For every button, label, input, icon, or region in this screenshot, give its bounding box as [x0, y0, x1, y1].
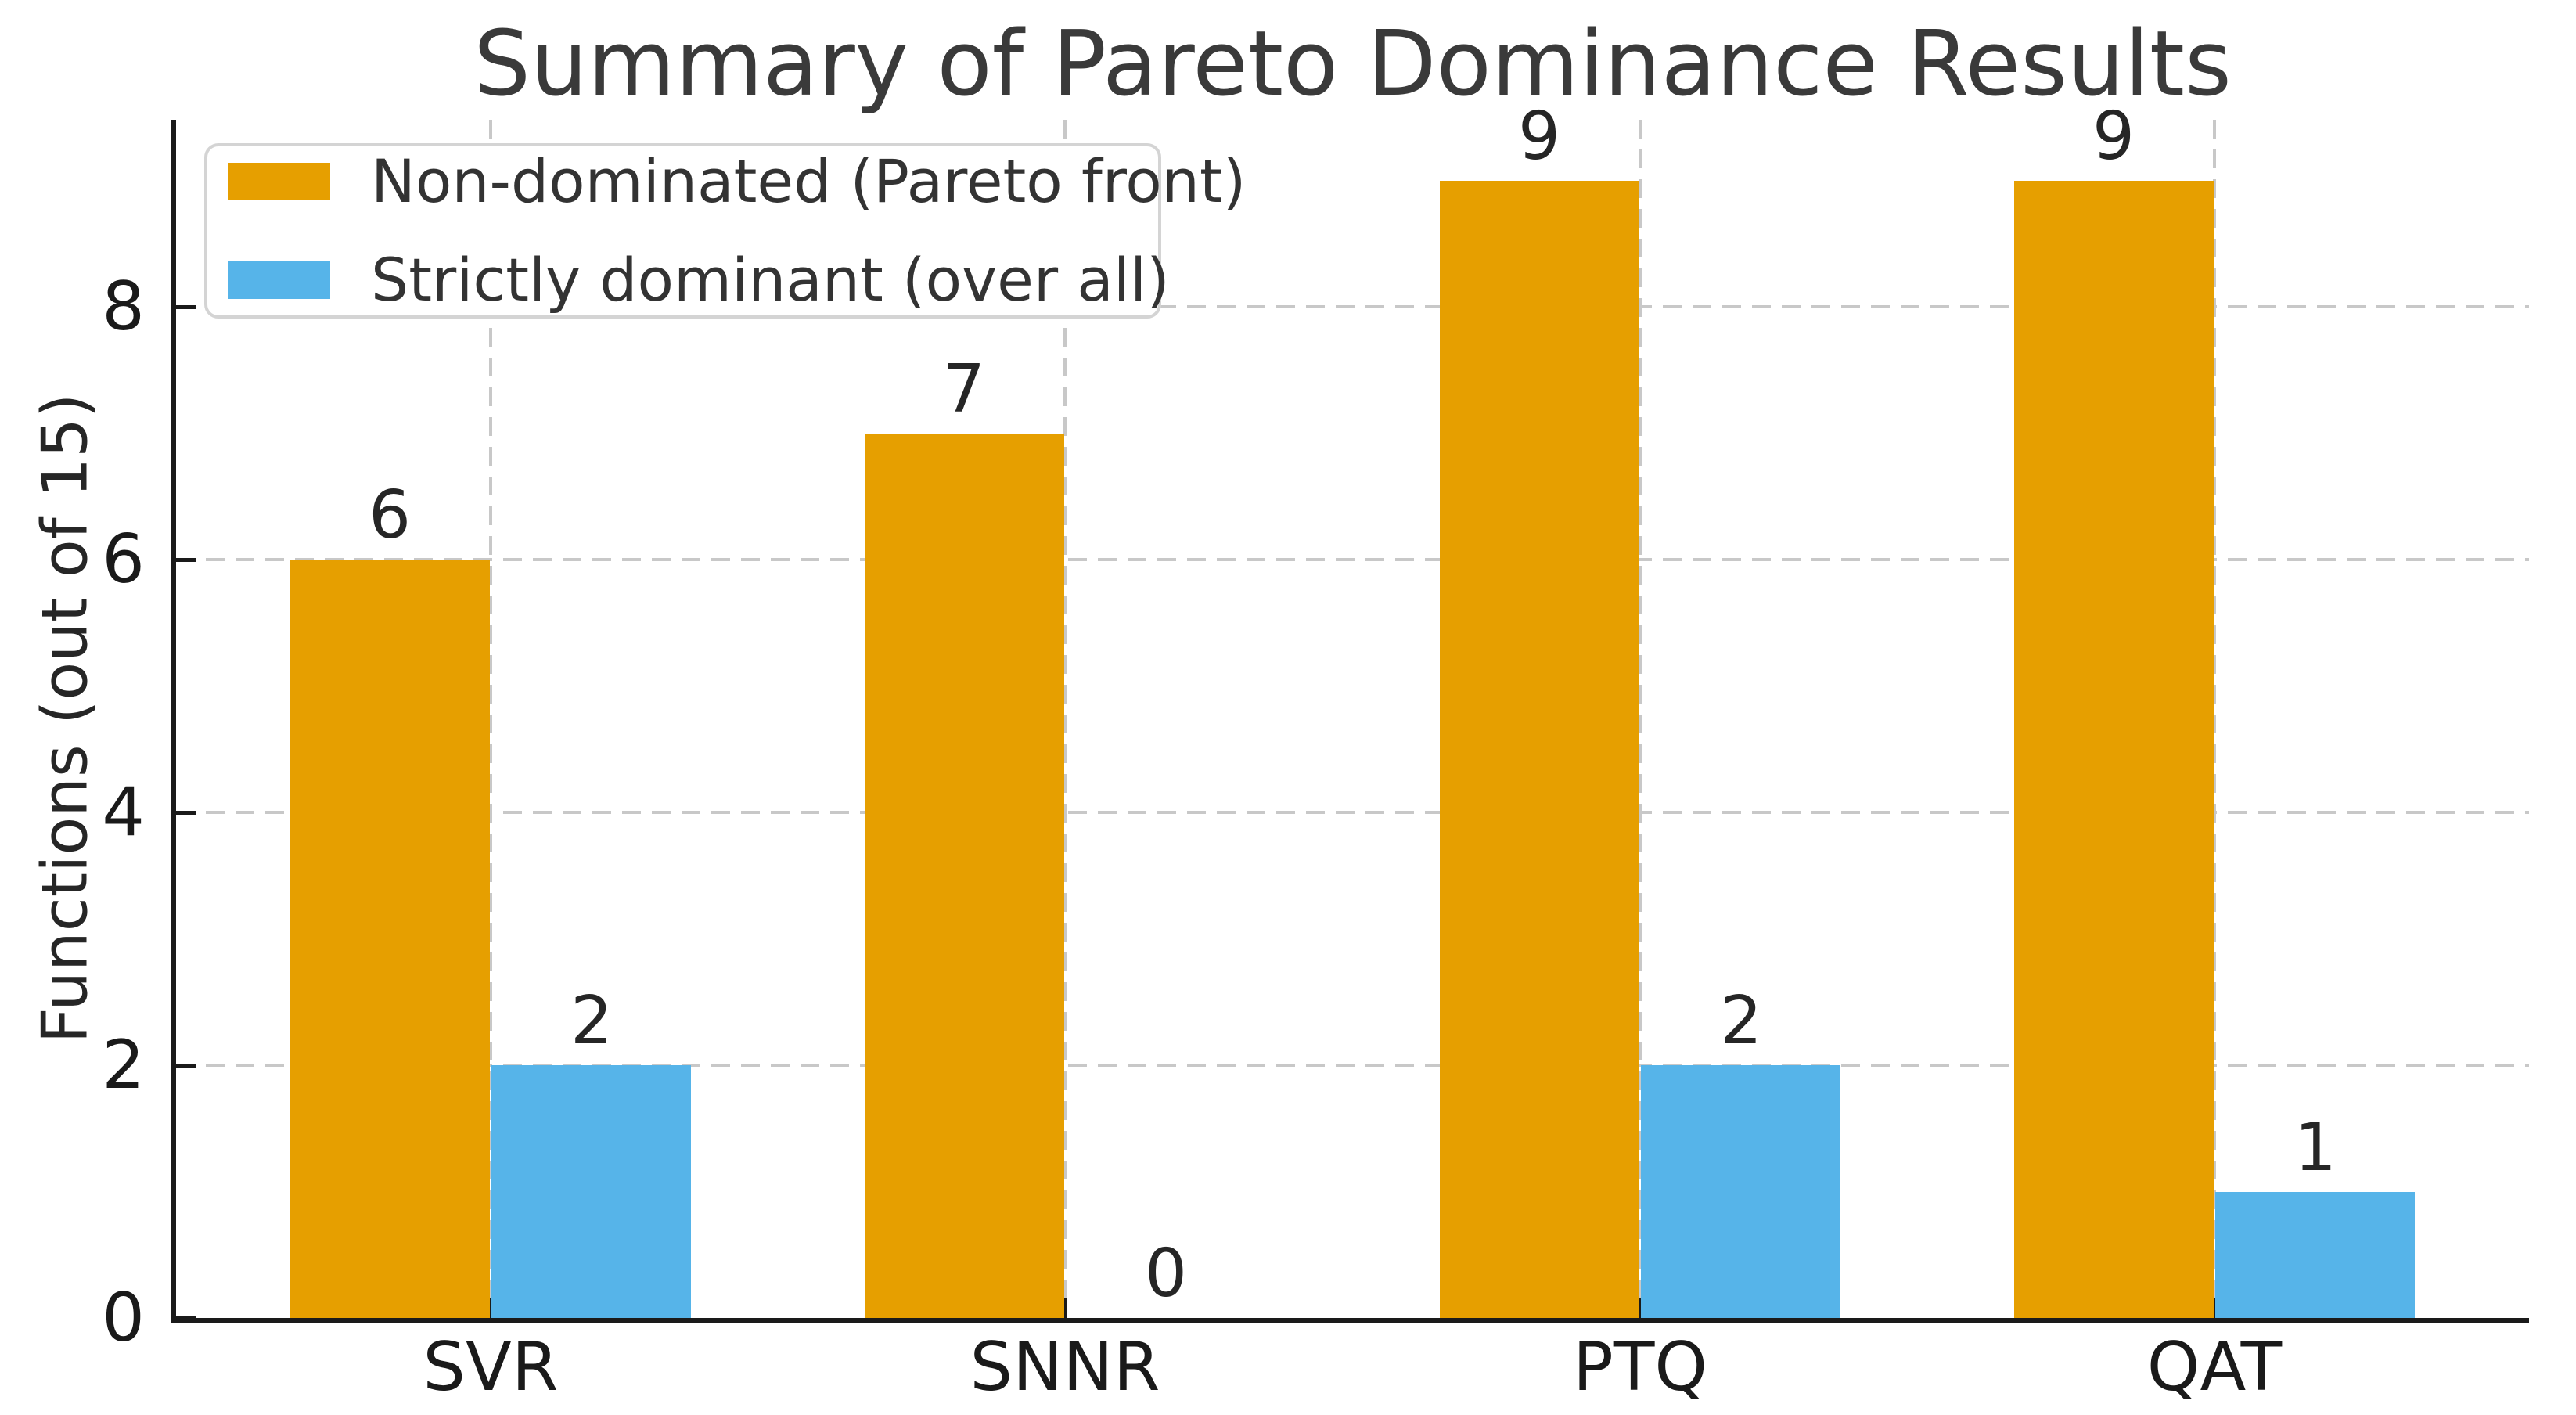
value-label-strictly-dominant-SVR: 2 — [570, 982, 613, 1060]
legend-swatch-orange — [228, 163, 330, 200]
x-gridline-PTQ — [1639, 120, 1642, 1318]
x-gridline-SVR — [489, 120, 492, 1318]
bar-non-dominated-SNNR — [865, 434, 1064, 1318]
x-tickmark-PTQ — [1638, 1298, 1642, 1318]
x-gridline-SNNR — [1063, 120, 1067, 1318]
legend-label-strictly-dominant: Strictly dominant (over all) — [371, 245, 1170, 315]
y-tickmark-0 — [176, 1316, 196, 1320]
x-tickmark-SVR — [488, 1298, 493, 1318]
x-tickmark-QAT — [2212, 1298, 2217, 1318]
y-tickmark-6 — [176, 557, 196, 562]
bar-strictly-dominant-QAT — [2215, 1192, 2415, 1318]
value-label-non-dominated-PTQ: 9 — [1517, 98, 1561, 175]
value-label-non-dominated-SNNR: 7 — [942, 351, 986, 428]
legend-item-non-dominated: Non-dominated (Pareto front) — [228, 152, 1246, 211]
bar-strictly-dominant-PTQ — [1641, 1065, 1840, 1318]
x-tick-label-QAT: QAT — [2146, 1328, 2283, 1406]
y-gridline-6 — [176, 558, 2529, 561]
y-gridline-2 — [176, 1064, 2529, 1067]
x-tickmark-SNNR — [1063, 1298, 1067, 1318]
x-tick-label-SNNR: SNNR — [970, 1328, 1160, 1406]
chart-title: Summary of Pareto Dominance Results — [473, 12, 2232, 117]
bar-non-dominated-PTQ — [1440, 181, 1639, 1318]
y-axis-label: Functions (out of 15) — [28, 393, 102, 1044]
value-label-strictly-dominant-SNNR: 0 — [1144, 1235, 1188, 1312]
y-tick-label-0: 0 — [102, 1279, 145, 1357]
plot-area: 0 2 4 6 8 SVR SNNR PTQ QAT 6 7 9 9 2 0 2 1 — [102, 103, 2529, 1402]
value-label-non-dominated-SVR: 6 — [368, 477, 412, 554]
x-tick-label-SVR: SVR — [423, 1328, 559, 1406]
legend-label-non-dominated: Non-dominated (Pareto front) — [371, 146, 1247, 216]
y-tick-label-2: 2 — [102, 1026, 145, 1104]
bar-non-dominated-QAT — [2014, 181, 2214, 1318]
y-tickmark-2 — [176, 1063, 196, 1068]
bar-non-dominated-SVR — [290, 560, 490, 1318]
value-label-strictly-dominant-QAT: 1 — [2294, 1109, 2337, 1186]
y-tick-label-8: 8 — [102, 268, 145, 347]
x-gridline-QAT — [2213, 120, 2216, 1318]
value-label-strictly-dominant-PTQ: 2 — [1719, 982, 1763, 1060]
y-tickmark-8 — [176, 304, 196, 309]
legend: Non-dominated (Pareto front) Strictly do… — [204, 143, 1246, 319]
value-label-non-dominated-QAT: 9 — [2092, 98, 2135, 175]
y-tick-label-4: 4 — [102, 773, 145, 852]
y-tickmark-4 — [176, 810, 196, 815]
legend-item-strictly-dominant: Strictly dominant (over all) — [228, 250, 1170, 310]
x-tick-label-PTQ: PTQ — [1572, 1328, 1708, 1406]
y-gridline-8 — [176, 305, 2529, 309]
bar-strictly-dominant-SVR — [491, 1065, 691, 1318]
legend-swatch-blue — [228, 261, 330, 299]
y-tick-label-6: 6 — [102, 520, 145, 599]
y-gridline-4 — [176, 811, 2529, 814]
